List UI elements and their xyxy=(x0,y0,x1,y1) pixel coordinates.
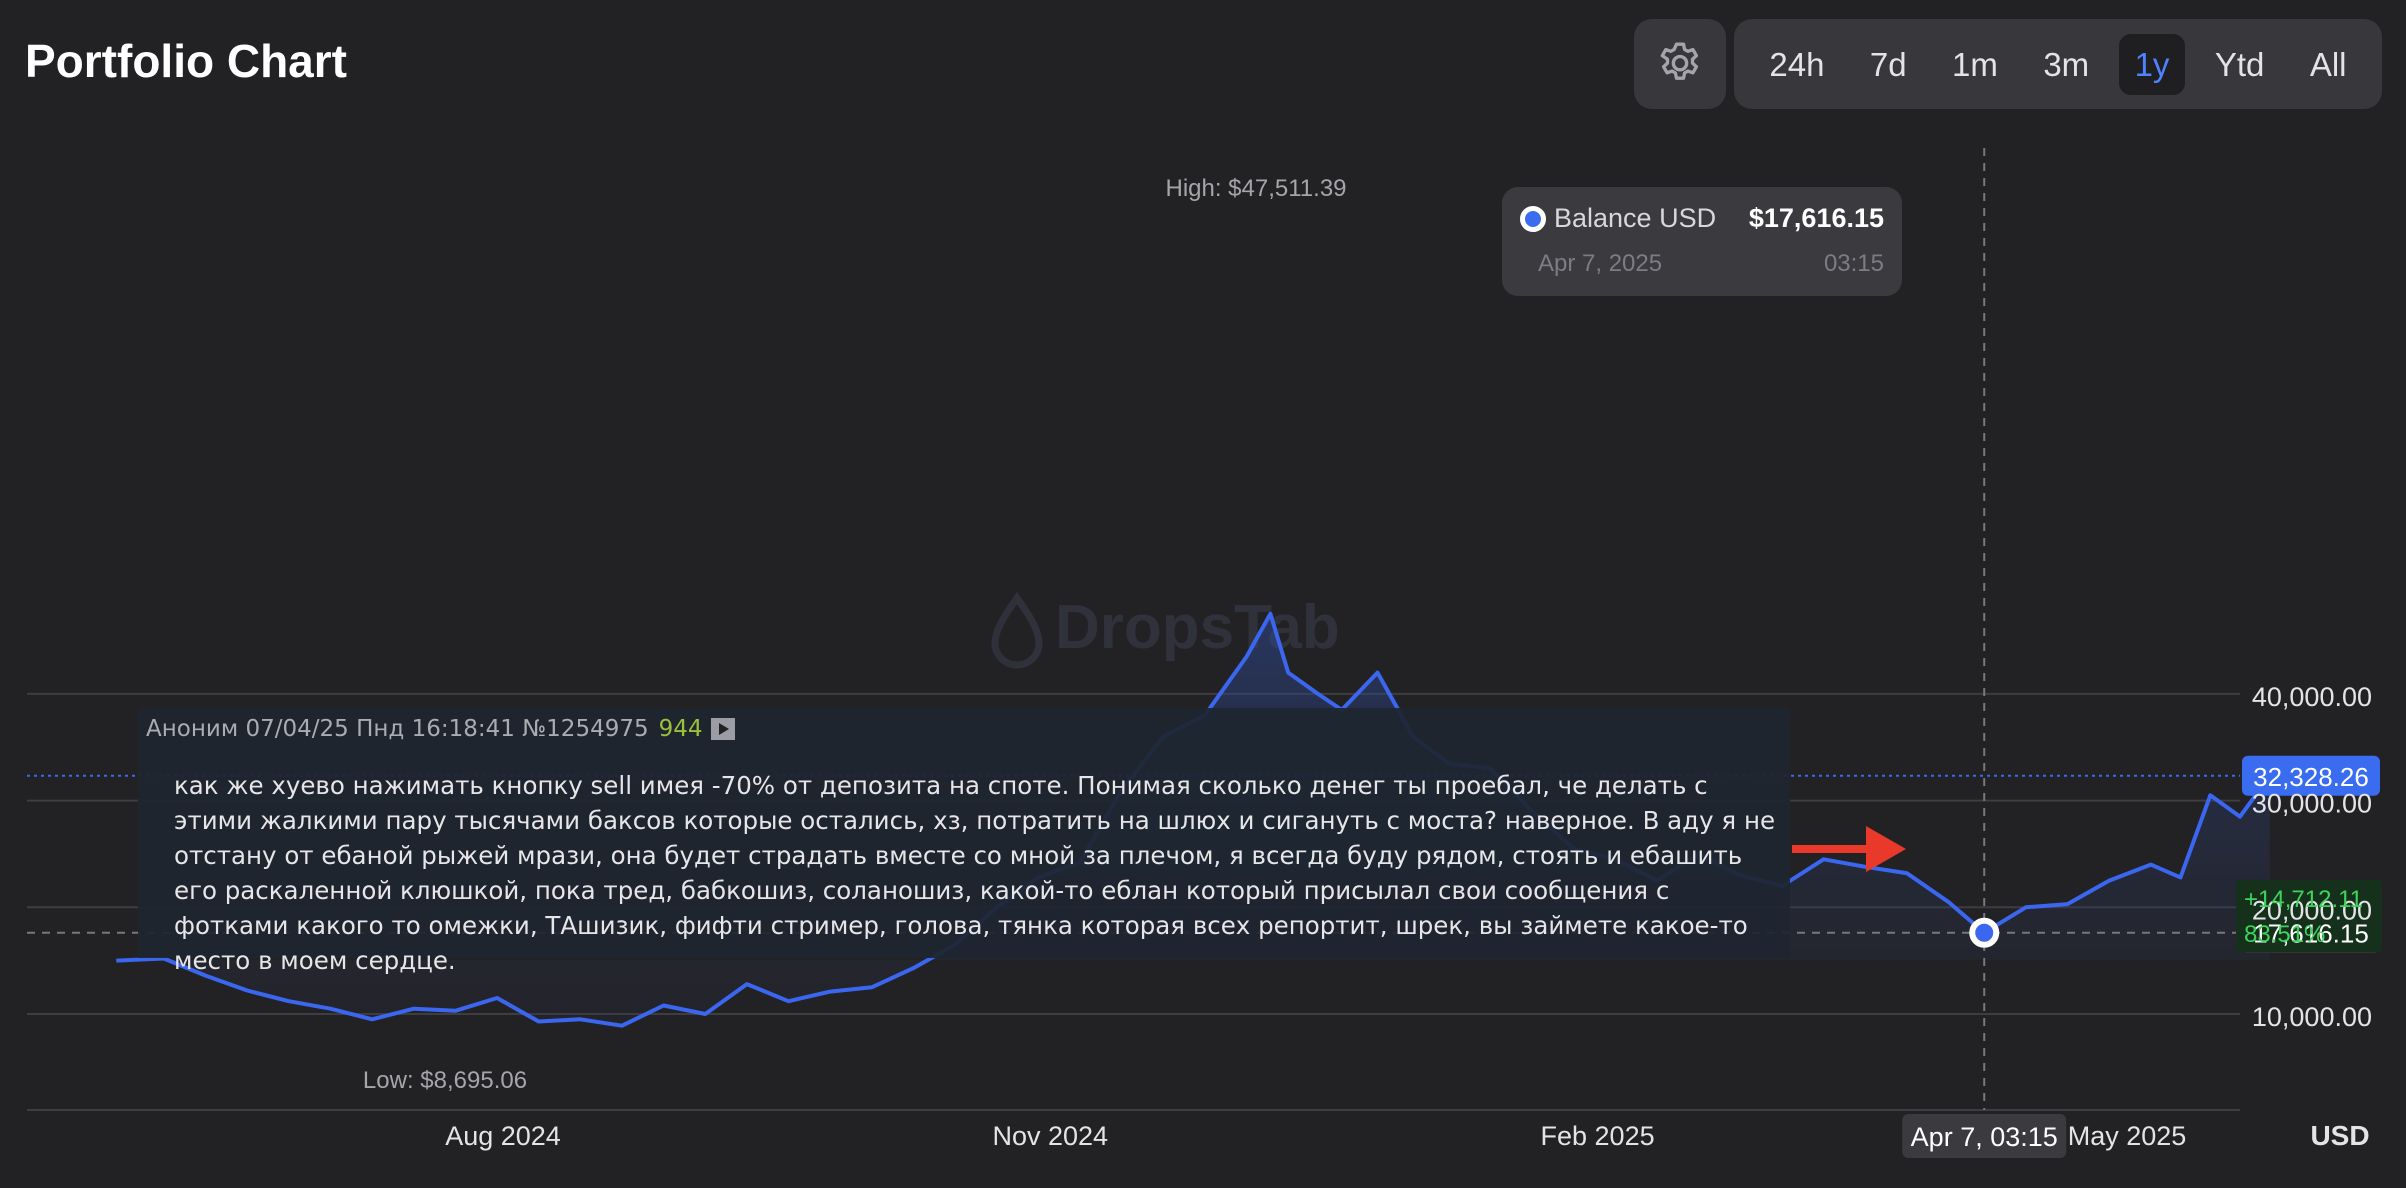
high-label: High: $47,511.39 xyxy=(1165,175,1346,202)
series-line xyxy=(116,611,2272,1028)
y-tick-label: 30,000.00 xyxy=(2252,789,2372,819)
y-tick-label: 20,000.00 xyxy=(2252,895,2372,925)
watermark-text: DropsTab xyxy=(1055,593,1340,662)
x-tick-label: Aug 2024 xyxy=(445,1121,561,1151)
change-pct-label: 83.51% xyxy=(2244,921,2325,948)
overlay-post: Аноним 07/04/25 Пнд 16:18:41 №1254975 94… xyxy=(138,708,1790,975)
tooltip-date: Apr 7, 2025 xyxy=(1538,250,1663,277)
y-tick-label: 10,000.00 xyxy=(2252,1002,2372,1032)
post-count: 944 xyxy=(658,716,703,742)
time-range-selector: 24h 7d 1m 3m 1y Ytd All xyxy=(1734,19,2382,109)
range-3m-button[interactable]: 3m xyxy=(2043,45,2090,83)
page-title: Portfolio Chart xyxy=(25,35,347,87)
annotation-arrow xyxy=(1792,826,1906,872)
post-header: Аноним 07/04/25 Пнд 16:18:41 №1254975 94… xyxy=(138,708,1790,742)
x-tick-label: Nov 2024 xyxy=(992,1121,1108,1151)
current-value-label: 32,328.26 xyxy=(2253,762,2369,792)
crosshair-date-badge xyxy=(1902,1114,2067,1158)
crosshair-value-label: 17,616.15 xyxy=(2253,919,2369,949)
play-icon[interactable] xyxy=(710,718,735,740)
settings-button[interactable] xyxy=(1634,19,1726,109)
series-dot-icon xyxy=(1520,205,1546,232)
x-tick-label: May 2025 xyxy=(2068,1121,2187,1151)
balance-tooltip: Balance USD $17,616.15 Apr 7, 2025 03:15 xyxy=(1502,187,1902,296)
range-1y-button[interactable]: 1y xyxy=(2118,33,2186,95)
unit-label: USD xyxy=(2310,1120,2369,1151)
range-1m-button[interactable]: 1m xyxy=(1952,45,1998,83)
y-tick-label: 40,000.00 xyxy=(2252,682,2372,712)
dropstab-watermark: DropsTab xyxy=(991,591,1340,669)
change-badge xyxy=(2236,880,2382,952)
post-text: как же хуево нажимать кнопку sell имея -… xyxy=(174,771,1776,975)
x-tick-label: Feb 2025 xyxy=(1541,1121,1655,1151)
current-value-badge xyxy=(2242,755,2380,796)
crosshair-date-label: Apr 7, 03:15 xyxy=(1911,1122,2058,1152)
range-all-button[interactable]: All xyxy=(2309,45,2347,83)
change-abs-label: +14,712.11 xyxy=(2244,886,2363,913)
tooltip-label: Balance USD xyxy=(1554,203,1717,233)
low-label: Low: $8,695.06 xyxy=(363,1067,527,1094)
tooltip-time: 03:15 xyxy=(1823,250,1884,277)
tooltip-value: $17,616.15 xyxy=(1748,203,1884,233)
range-7d-button[interactable]: 7d xyxy=(1869,45,1907,83)
post-meta: Аноним 07/04/25 Пнд 16:18:41 №1254975 xyxy=(146,716,649,742)
gear-icon xyxy=(1660,42,1699,80)
drop-logo-icon xyxy=(991,591,1043,669)
range-24h-button[interactable]: 24h xyxy=(1769,45,1825,83)
crosshair-point xyxy=(1969,917,2000,948)
range-ytd-button[interactable]: Ytd xyxy=(2214,45,2265,83)
